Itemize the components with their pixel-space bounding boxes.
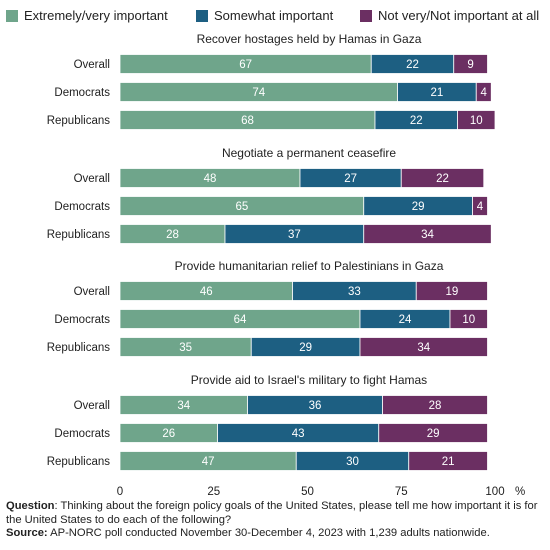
bar-value-label: 65 (235, 201, 248, 213)
bar-value-label: 22 (410, 115, 423, 127)
source-label: Source: (6, 527, 48, 539)
row-label: Republicans (47, 342, 111, 354)
row-label: Democrats (54, 314, 110, 326)
bar-value-label: 28 (429, 400, 442, 412)
bar-segment (363, 224, 492, 244)
stacked-bar-chart: Extremely/very important Somewhat importa… (6, 8, 539, 498)
bar-value-label: 74 (252, 87, 265, 99)
bar-value-label: 67 (239, 59, 252, 71)
bar-value-label: 30 (346, 456, 359, 468)
bar-value-label: 9 (467, 59, 473, 71)
bar-segment (400, 168, 485, 188)
bar-value-label: 4 (481, 87, 488, 99)
bar-value-label: 35 (179, 342, 192, 354)
bar-segment (408, 451, 488, 471)
bar-segment (449, 309, 488, 329)
bar-value-label: 19 (445, 286, 458, 298)
bar-value-label: 22 (436, 173, 449, 185)
bar-segment (359, 337, 488, 357)
row-label: Republicans (47, 115, 111, 127)
bar-segment (415, 281, 488, 301)
bar-value-label: 21 (430, 87, 443, 99)
x-tick-label: 50 (301, 486, 314, 498)
bar-value-label: 29 (412, 201, 425, 213)
bar-value-label: 4 (477, 201, 484, 213)
bar-segment (378, 423, 488, 443)
legend-swatch (360, 10, 372, 22)
bar-value-label: 34 (177, 400, 190, 412)
bar-value-label: 47 (202, 456, 215, 468)
row-label: Overall (74, 173, 110, 185)
bar-value-label: 37 (288, 229, 301, 241)
row-label: Democrats (54, 201, 110, 213)
bar-value-label: 34 (417, 342, 430, 354)
legend-label: Extremely/very important (24, 8, 168, 23)
bar-value-label: 21 (442, 456, 455, 468)
x-tick-label: 75 (395, 486, 408, 498)
bar-segment (382, 395, 488, 415)
bar-value-label: 27 (344, 173, 357, 185)
bar-value-label: 10 (462, 314, 475, 326)
source-text: AP-NORC poll conducted November 30-Decem… (47, 527, 490, 539)
row-label: Overall (74, 59, 110, 71)
x-axis-unit: % (515, 486, 525, 498)
row-label: Overall (74, 286, 110, 298)
source-note: Source: AP-NORC poll conducted November … (6, 527, 546, 541)
legend-label: Not very/Not important at all (378, 8, 539, 23)
bar-value-label: 34 (421, 229, 434, 241)
bar-segment (457, 110, 496, 130)
bar-value-label: 28 (166, 229, 179, 241)
question-text: : Thinking about the foreign policy goal… (6, 500, 538, 526)
row-label: Overall (74, 400, 110, 412)
row-label: Democrats (54, 428, 110, 440)
x-tick-label: 100 (485, 486, 504, 498)
bar-value-label: 22 (406, 59, 419, 71)
legend-swatch (196, 10, 208, 22)
bar-value-label: 43 (292, 428, 305, 440)
bar-value-label: 46 (200, 286, 213, 298)
footnote: Question: Thinking about the foreign pol… (6, 500, 546, 541)
bar-value-label: 48 (204, 173, 217, 185)
legend-label: Somewhat important (214, 8, 334, 23)
question-label: Question (6, 500, 55, 512)
bar-value-label: 24 (399, 314, 412, 326)
bar-value-label: 29 (299, 342, 312, 354)
panel-title: Provide humanitarian relief to Palestini… (175, 259, 444, 273)
bar-value-label: 33 (348, 286, 361, 298)
bar-value-label: 64 (234, 314, 247, 326)
bar-value-label: 36 (309, 400, 322, 412)
panel-title: Recover hostages held by Hamas in Gaza (197, 32, 422, 46)
question-note: Question: Thinking about the foreign pol… (6, 500, 546, 527)
panel-title: Provide aid to Israel's military to figh… (191, 373, 427, 387)
row-label: Republicans (47, 229, 111, 241)
row-label: Republicans (47, 456, 111, 468)
bar-segment (472, 196, 488, 216)
bar-value-label: 29 (427, 428, 440, 440)
x-tick-label: 0 (117, 486, 123, 498)
bar-segment (453, 54, 488, 74)
bar-segment (475, 82, 492, 102)
bar-value-label: 10 (470, 115, 483, 127)
bar-value-label: 26 (162, 428, 175, 440)
legend-swatch (6, 10, 18, 22)
panel-title: Negotiate a permanent ceasefire (222, 146, 396, 160)
x-tick-label: 25 (207, 486, 220, 498)
row-label: Democrats (54, 87, 110, 99)
bar-value-label: 68 (241, 115, 254, 127)
